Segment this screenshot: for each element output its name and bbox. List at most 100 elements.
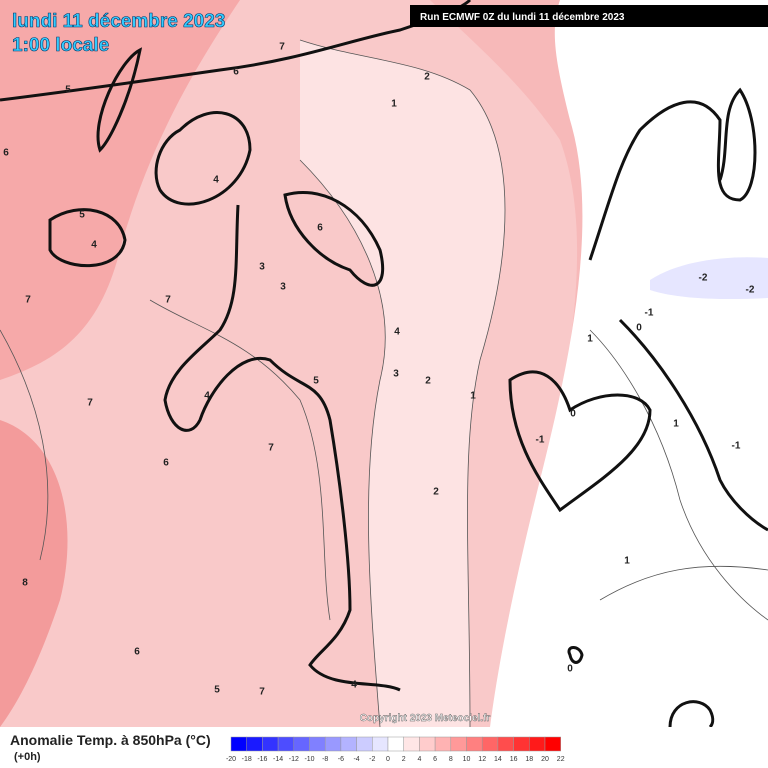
contour-label: 7: [25, 295, 31, 306]
colorbar-swatch: [403, 736, 420, 752]
contour-label: 7: [259, 687, 265, 698]
colorbar-swatch: [544, 736, 561, 752]
colorbar-swatch: [434, 736, 452, 752]
contour-label: 6: [163, 458, 169, 469]
colorbar-swatch: [497, 736, 514, 752]
colorbar-tick-label: 14: [494, 756, 502, 763]
contour-label: 4: [351, 680, 357, 691]
colorbar-tick-label: 8: [449, 756, 453, 763]
contour-label: -1: [732, 441, 741, 452]
contour-label: 4: [204, 391, 210, 402]
colorbar-tick-label: 6: [433, 756, 437, 763]
copyright: Copyright 2023 Meteociel.fr: [360, 713, 491, 724]
map-background: [0, 0, 768, 727]
colorbar-swatch: [277, 736, 295, 752]
contour-label: 3: [259, 262, 265, 273]
contour-label: 0: [567, 664, 573, 675]
colorbar-swatch: [529, 736, 546, 752]
contour-label: -2: [699, 273, 708, 284]
contours-thin: [0, 39, 768, 728]
colorbar-tick-label: 10: [463, 756, 471, 763]
colorbar-tick-label: 20: [541, 756, 549, 763]
contour-label: 5: [214, 685, 220, 696]
contour-label: 1: [673, 419, 679, 430]
colorbar-swatch: [481, 736, 499, 752]
colorbar-tick-label: 12: [478, 756, 486, 763]
colorbar-tick-label: -12: [289, 756, 299, 763]
contour-label: 6: [317, 223, 323, 234]
colorbar-swatch: [372, 736, 389, 752]
contour-label: 1: [624, 556, 630, 567]
contour-label: -2: [746, 285, 755, 296]
colorbar-swatch: [513, 736, 530, 752]
colorbar-swatch: [466, 736, 483, 752]
colorbar-swatch: [340, 736, 357, 752]
contour-label: 4: [394, 327, 400, 338]
contour-label: 1: [470, 391, 476, 402]
contour-label: 7: [87, 398, 93, 409]
contour-label: 2: [424, 72, 430, 83]
colorbar-tick-label: 16: [510, 756, 518, 763]
contour-label: 7: [279, 42, 285, 53]
colorbar-swatch: [230, 736, 247, 752]
contour-label: 4: [213, 175, 219, 186]
colorbar-swatch: [387, 736, 404, 752]
colorbar-swatch: [356, 736, 373, 752]
colorbar-tick-label: 2: [402, 756, 406, 763]
colorbar-tick-label: -10: [304, 756, 314, 763]
colorbar-swatch: [309, 736, 326, 752]
contour-label: 4: [91, 240, 97, 251]
colorbar-tick-label: -16: [257, 756, 267, 763]
neutral-area: [490, 0, 768, 727]
contour-label: -1: [645, 308, 654, 319]
colorbar-tick-label: -6: [338, 756, 344, 763]
contour-label: 5: [79, 210, 85, 221]
contour-label: 3: [280, 282, 286, 293]
colorbar-tick-label: 4: [417, 756, 421, 763]
colorbar-tick-label: -14: [273, 756, 283, 763]
variable-label: Anomalie Temp. à 850hPa (°C): [10, 732, 211, 748]
colorbar-tick-label: 18: [525, 756, 533, 763]
contour-label: 2: [425, 376, 431, 387]
run-banner: [410, 5, 768, 27]
contour-label: 7: [165, 295, 171, 306]
colorbar-tick-label: -8: [322, 756, 328, 763]
colorbar-tick-label: -2: [369, 756, 375, 763]
colorbar-swatch: [262, 736, 279, 752]
colorbar-tick-label: -18: [242, 756, 252, 763]
colorbar-tick-label: -4: [353, 756, 359, 763]
contour-label: 6: [233, 67, 239, 78]
contour-label: 8: [22, 578, 28, 589]
warm-core: [0, 0, 240, 380]
map-time: 1:00 locale: [12, 35, 109, 56]
contour-label: 1: [587, 334, 593, 345]
colorbar-swatch: [293, 736, 310, 752]
contours-thick: [0, 0, 768, 729]
contour-label: 0: [570, 409, 576, 420]
colorbar-tick-label: -20: [226, 756, 236, 763]
colorbar-tick-label: 0: [386, 756, 390, 763]
contour-label: 6: [134, 647, 140, 658]
cold-area: [650, 257, 768, 300]
contour-label: 5: [313, 376, 319, 387]
colorbar-tick-label: 22: [557, 756, 565, 763]
warm-core: [0, 420, 68, 727]
colorbar-swatch: [324, 736, 342, 752]
contour-label: 1: [391, 99, 397, 110]
colorbar-swatch: [246, 736, 263, 752]
contour-label: -1: [536, 435, 545, 446]
map-date: lundi 11 décembre 2023: [12, 11, 225, 32]
colorbar-swatch: [450, 736, 467, 752]
colorbar-swatch: [419, 736, 436, 752]
contour-label: 2: [433, 487, 439, 498]
contour-label: 3: [393, 369, 399, 380]
contour-label: 5: [65, 85, 71, 96]
lead-label: (+0h): [14, 751, 41, 763]
colorbar: -20 -18 -16 -14 -12 -10 -8 -6 -4 -2 0 2 4 6 8 10 12 14 16 1…: [226, 736, 565, 763]
contour-label: 7: [268, 443, 274, 454]
run-info: Run ECMWF 0Z du lundi 11 décembre 2023: [420, 12, 625, 23]
contour-label: 6: [3, 148, 9, 159]
contour-label: 0: [636, 323, 642, 334]
